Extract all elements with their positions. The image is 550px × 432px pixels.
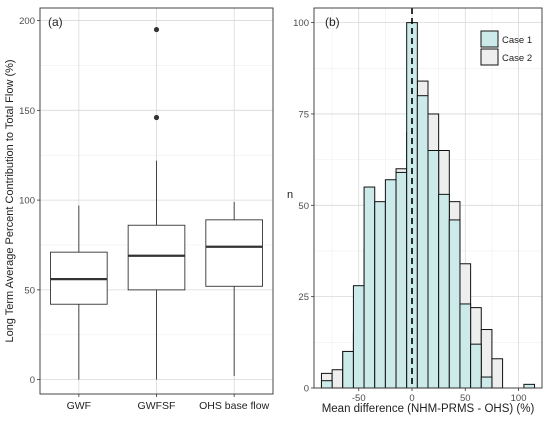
panel-a-y-axis-label: Long Term Average Percent Contribution t… [4, 59, 16, 342]
x-tick-label: GWF [67, 400, 92, 412]
panel-b-histogram: 0 25 50 75 100 -50 0 50 100 (b) n Mean differen… [287, 7, 543, 415]
panel-a-boxes [50, 26, 263, 380]
panel-b-label: (b) [325, 15, 340, 29]
y-tick-label: 50 [24, 285, 35, 296]
y-tick-label: 200 [19, 16, 35, 27]
histogram-bar [363, 186, 376, 389]
histogram-bar [331, 369, 344, 389]
legend-swatch-case-1 [480, 30, 499, 48]
panel-a-y-tick-labels: 0 50 100 150 200 [19, 16, 40, 386]
panel-b-frame [313, 7, 543, 389]
panel-a-x-tick-labels: GWF GWFSF OHS base flow [67, 394, 270, 412]
box-body [205, 219, 263, 287]
y-tick-label: 100 [19, 196, 35, 207]
y-tick-label: 0 [304, 384, 309, 395]
x-tick-label: -50 [352, 393, 366, 404]
box-gwfsf [127, 26, 186, 380]
panel-b-x-axis-label: Mean difference (NHM-PRMS - OHS) (%) [322, 403, 535, 415]
histogram-bar [416, 95, 429, 389]
x-tick-label: GWFSF [138, 400, 176, 412]
histogram-bar [427, 150, 440, 389]
y-tick-label: 150 [19, 106, 35, 117]
outlier-point [153, 114, 160, 121]
histogram-bar [438, 193, 450, 389]
histogram-bar [470, 343, 482, 389]
x-tick-label: 0 [409, 393, 414, 404]
panel-b-y-tick-labels: 0 25 50 75 100 [293, 18, 314, 395]
legend-swatch-case-2 [480, 48, 499, 66]
legend-label-case-1: Case 1 [502, 35, 532, 46]
box-ohs-base-flow [205, 201, 263, 377]
x-tick-label: 50 [460, 393, 471, 404]
y-tick-label: 75 [298, 109, 309, 120]
y-tick-label: 0 [30, 375, 35, 386]
panel-a-boxplot: 0 50 100 150 200 GWF GWFSF OHS base flow (a) L… [4, 7, 274, 412]
outlier-point [153, 26, 160, 33]
histogram-bar [320, 380, 333, 389]
histogram-bar [491, 358, 504, 389]
legend: Case 1 Case 2 [480, 30, 532, 66]
panel-b-x-tick-labels: -50 0 50 100 [352, 388, 527, 404]
x-tick-label: 100 [511, 393, 527, 404]
box-gwf [50, 205, 108, 380]
histogram-bar [374, 201, 386, 389]
histogram-bar [523, 383, 536, 389]
histogram-bar [342, 350, 354, 389]
histogram-bar [352, 285, 365, 389]
histogram-bar [480, 376, 493, 389]
histogram-bar [384, 179, 397, 389]
box-body [127, 224, 186, 291]
histogram-bar [448, 219, 461, 389]
panel-a-label: (a) [48, 15, 63, 29]
histogram-bar [459, 303, 472, 389]
y-tick-label: 25 [298, 292, 309, 303]
x-tick-label: OHS base flow [199, 400, 269, 412]
panel-b-y-axis-label: n [287, 189, 293, 201]
y-tick-label: 100 [293, 18, 309, 29]
histogram-bar [395, 171, 408, 389]
y-tick-label: 50 [298, 201, 309, 212]
legend-label-case-2: Case 2 [502, 53, 532, 64]
